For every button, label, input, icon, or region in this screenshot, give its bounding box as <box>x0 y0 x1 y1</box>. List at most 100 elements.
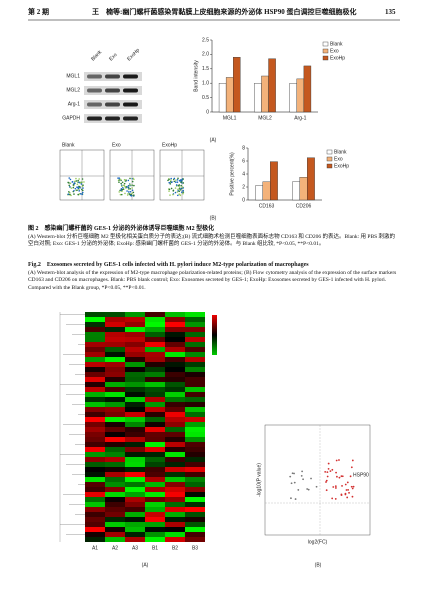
heat-cell <box>125 347 145 352</box>
point <box>348 491 350 494</box>
heat-cell <box>125 412 145 417</box>
y-axis-label: Band intensity <box>193 60 199 92</box>
heat-cell <box>165 422 185 427</box>
dot <box>72 184 75 186</box>
heat-cell <box>125 442 145 447</box>
heat-cell <box>85 462 105 467</box>
caption-en: (A) Western-blot analysis of the express… <box>28 270 397 291</box>
point <box>290 482 293 485</box>
heat-cell <box>165 512 185 517</box>
heat-cell <box>145 487 165 492</box>
heat-cell <box>85 512 105 517</box>
heat-cell <box>185 437 205 442</box>
band <box>123 102 138 107</box>
heat-cell <box>125 352 145 357</box>
dot <box>77 193 79 196</box>
band <box>123 88 138 93</box>
heat-cell <box>105 362 125 367</box>
heat-cell <box>145 457 165 462</box>
dot <box>181 186 184 188</box>
dot <box>174 191 177 194</box>
point <box>300 474 303 477</box>
y-tick-label: 2 <box>242 184 245 190</box>
heat-cell <box>105 537 125 542</box>
heat-cell <box>165 342 185 347</box>
dot <box>128 193 131 195</box>
heat-cell <box>185 352 205 357</box>
heat-cell <box>185 312 205 317</box>
dot <box>119 178 122 181</box>
heat-cell <box>165 457 185 462</box>
dot <box>127 179 130 182</box>
dot <box>125 179 127 181</box>
heat-cell <box>85 352 105 357</box>
heat-cell <box>125 372 145 377</box>
heat-cell <box>85 522 105 527</box>
heat-cell <box>125 462 145 467</box>
dot <box>179 194 182 197</box>
dot <box>78 181 80 184</box>
heat-cell <box>165 532 185 537</box>
dot <box>121 188 124 191</box>
heat-cell <box>105 522 125 527</box>
heat-cell <box>105 477 125 482</box>
heat-cell <box>185 477 205 482</box>
heat-cell <box>165 477 185 482</box>
dot <box>81 181 83 184</box>
dot <box>69 186 71 188</box>
dot <box>126 194 129 196</box>
heat-cell <box>85 322 105 327</box>
heat-cell <box>165 472 185 477</box>
dot <box>131 180 134 183</box>
dot <box>81 188 83 191</box>
point <box>351 487 354 490</box>
heat-cell <box>185 367 205 372</box>
dot <box>70 187 73 189</box>
heat-cell <box>145 392 165 397</box>
heat-cell <box>85 527 105 532</box>
dot <box>118 177 121 179</box>
dot <box>81 193 83 196</box>
dot <box>122 184 125 187</box>
heat-cell <box>145 362 165 367</box>
legend-swatch <box>326 156 333 162</box>
dot <box>176 179 179 181</box>
dot <box>75 177 77 180</box>
dot <box>179 189 182 191</box>
heat-cell <box>165 337 185 342</box>
heat-cell <box>105 452 125 457</box>
dot <box>118 191 121 193</box>
dot <box>120 182 122 185</box>
heat-cell <box>105 492 125 497</box>
dot <box>168 188 171 191</box>
heat-cell <box>105 392 125 397</box>
heat-cell <box>185 487 205 492</box>
heat-cell <box>85 332 105 337</box>
point <box>341 485 343 487</box>
volcano-frame <box>264 424 371 536</box>
heat-cell <box>185 472 205 477</box>
heat-cell <box>85 347 105 352</box>
dot <box>76 189 78 192</box>
heat-cell <box>185 517 205 522</box>
dot <box>177 184 180 187</box>
heat-cell <box>145 442 165 447</box>
heat-cell <box>165 507 185 512</box>
heat-cell <box>145 467 165 472</box>
heat-cell <box>105 417 125 422</box>
heat-cell <box>85 372 105 377</box>
heat-cell <box>165 462 185 467</box>
dot <box>170 179 172 181</box>
heat-cell <box>185 387 205 392</box>
heat-cell <box>165 372 185 377</box>
heat-cell <box>125 422 145 427</box>
dot <box>127 188 130 191</box>
y-axis-label: Positive percent(%) <box>229 152 235 196</box>
dot <box>82 184 84 186</box>
heat-cell <box>125 487 145 492</box>
dot <box>182 178 185 180</box>
bar <box>225 77 234 113</box>
dot <box>76 186 78 188</box>
heat-cell <box>165 537 185 542</box>
heat-cell <box>105 367 125 372</box>
